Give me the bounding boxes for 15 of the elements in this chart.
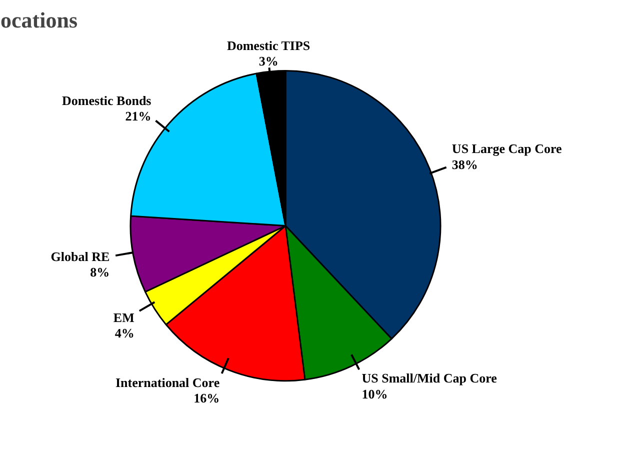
slice-label: US Small/Mid Cap Core — [362, 370, 498, 386]
slice-label: Domestic Bonds — [62, 93, 152, 108]
data-label: 21% — [125, 108, 152, 124]
chart-title: ocations — [0, 8, 78, 32]
slice-label: Global RE — [50, 249, 110, 264]
slice-label: EM — [113, 310, 134, 326]
data-label: 4% — [114, 326, 134, 341]
data-label: 38% — [452, 156, 478, 172]
data-label: 8% — [90, 264, 110, 280]
data-label: 16% — [194, 390, 220, 406]
data-label: 10% — [362, 386, 388, 402]
data-label: 3% — [258, 54, 278, 69]
slice-label: US Large Cap Core — [452, 141, 562, 156]
slice-label: International Core — [115, 374, 220, 390]
slice-label: Domestic TIPS — [226, 38, 310, 54]
